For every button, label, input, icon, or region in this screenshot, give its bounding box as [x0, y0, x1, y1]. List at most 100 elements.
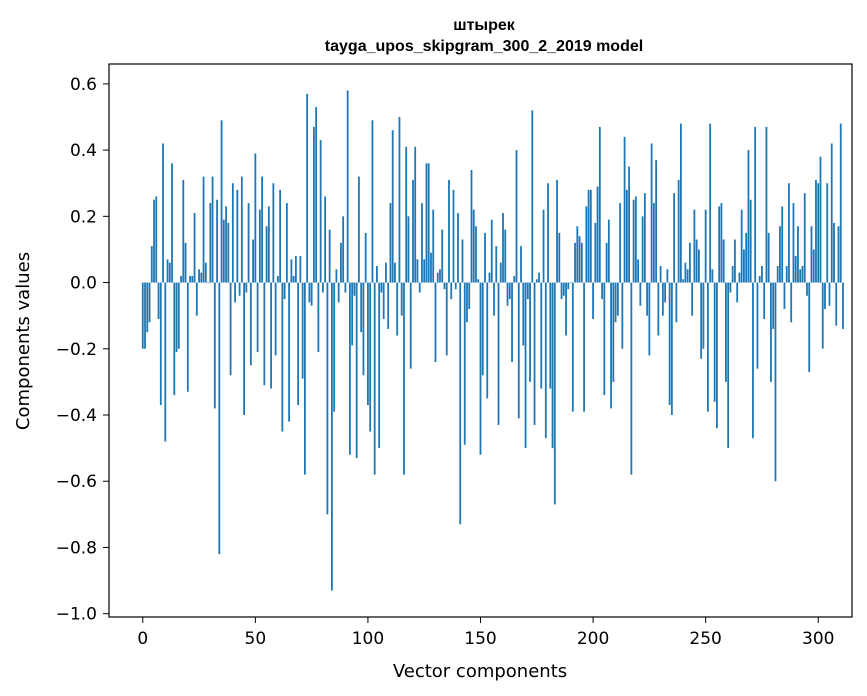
bar — [533, 282, 536, 425]
bar — [396, 282, 399, 336]
bar — [470, 169, 473, 283]
x-tick-label: 100 — [352, 629, 384, 649]
bar — [414, 146, 417, 283]
bar — [432, 209, 435, 283]
bar — [815, 179, 817, 283]
bar — [448, 179, 450, 283]
bar — [378, 282, 381, 449]
bar — [315, 107, 318, 283]
bar — [734, 239, 736, 283]
bar — [740, 209, 743, 283]
bar — [171, 163, 173, 283]
bar — [688, 242, 691, 283]
bar — [585, 206, 588, 283]
bar — [756, 282, 759, 369]
bar — [797, 226, 799, 283]
bar — [445, 282, 448, 356]
bar — [544, 282, 547, 439]
bar — [340, 242, 342, 283]
bar — [806, 282, 808, 296]
bar — [319, 140, 322, 283]
bar — [405, 146, 408, 283]
bars-group — [141, 90, 844, 591]
bar — [252, 239, 254, 283]
bar — [547, 183, 549, 283]
bar — [826, 183, 829, 283]
bar — [812, 249, 815, 283]
bar — [578, 236, 581, 283]
bar — [542, 209, 545, 283]
bar — [335, 269, 338, 283]
bar — [558, 232, 561, 283]
bar — [637, 259, 640, 283]
bar — [486, 282, 489, 399]
bar — [691, 282, 694, 316]
bar — [380, 282, 383, 293]
bar — [682, 279, 685, 283]
bar — [655, 160, 658, 283]
bar — [614, 282, 617, 323]
bar — [477, 279, 480, 283]
bar — [684, 262, 687, 283]
bar — [276, 275, 279, 283]
bar — [765, 126, 768, 283]
bar — [540, 282, 543, 389]
bar — [409, 282, 412, 369]
bar — [725, 282, 727, 382]
bar — [792, 203, 795, 283]
bar — [376, 265, 378, 283]
bar — [781, 206, 784, 283]
bar — [434, 282, 437, 363]
bar — [461, 239, 464, 283]
bar — [236, 189, 239, 283]
bar — [553, 282, 556, 505]
bar — [736, 282, 739, 303]
bar — [423, 259, 426, 283]
bar — [382, 282, 385, 319]
bar — [245, 282, 248, 293]
bar — [303, 282, 306, 475]
bar — [495, 246, 498, 283]
bar — [177, 282, 180, 349]
bar — [603, 282, 606, 396]
bar — [770, 282, 772, 382]
bar — [650, 143, 653, 283]
bar — [234, 282, 236, 303]
bar — [312, 126, 315, 283]
bar — [801, 265, 804, 283]
bar — [463, 282, 466, 445]
bar — [819, 156, 822, 283]
bar — [146, 282, 149, 333]
x-tick-label: 200 — [577, 629, 609, 649]
bar — [556, 179, 558, 283]
x-tick-label: 50 — [245, 629, 267, 649]
bar — [731, 265, 734, 283]
bar — [186, 282, 189, 392]
bar — [749, 199, 752, 283]
bar — [594, 222, 597, 283]
bar — [220, 120, 223, 283]
bar — [164, 282, 167, 442]
bar — [549, 282, 552, 389]
bar — [670, 282, 673, 416]
bar — [535, 279, 538, 283]
y-tick-label: −0.2 — [56, 340, 97, 360]
bar — [747, 150, 750, 283]
bar — [216, 199, 218, 283]
bar — [830, 143, 833, 283]
bar — [389, 203, 392, 283]
bar — [308, 282, 311, 303]
bar — [502, 213, 504, 283]
bar — [162, 143, 164, 283]
bar — [673, 193, 676, 283]
bar — [240, 176, 243, 283]
bar — [452, 189, 455, 283]
bar — [506, 282, 509, 306]
bar — [571, 282, 574, 412]
bar — [421, 203, 423, 283]
bar — [646, 282, 649, 316]
y-tick-label: −0.4 — [56, 406, 97, 426]
bar — [704, 209, 707, 283]
bar — [301, 282, 304, 379]
bar — [522, 282, 525, 346]
